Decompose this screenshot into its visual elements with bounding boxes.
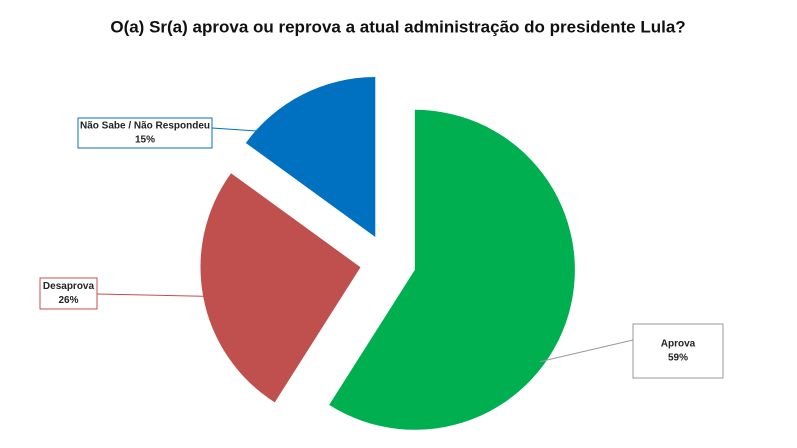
chart-title: O(a) Sr(a) aprova ou reprova a atual adm… xyxy=(110,17,685,36)
category-label: Não Sabe / Não Respondeu xyxy=(80,121,210,132)
value-label: 59% xyxy=(668,353,688,364)
pie-slice xyxy=(200,173,361,403)
value-label: 26% xyxy=(58,295,78,306)
label-box xyxy=(632,323,724,379)
leader-line xyxy=(211,127,262,132)
category-label: Desaprova xyxy=(43,281,95,292)
value-label: 15% xyxy=(135,135,155,146)
category-label: Aprova xyxy=(661,339,696,350)
label-box xyxy=(39,277,98,310)
label-box xyxy=(77,117,213,149)
pie-slice xyxy=(245,77,376,238)
leader-line xyxy=(539,339,634,363)
leader-line xyxy=(96,293,209,297)
pie-slice xyxy=(329,109,575,430)
